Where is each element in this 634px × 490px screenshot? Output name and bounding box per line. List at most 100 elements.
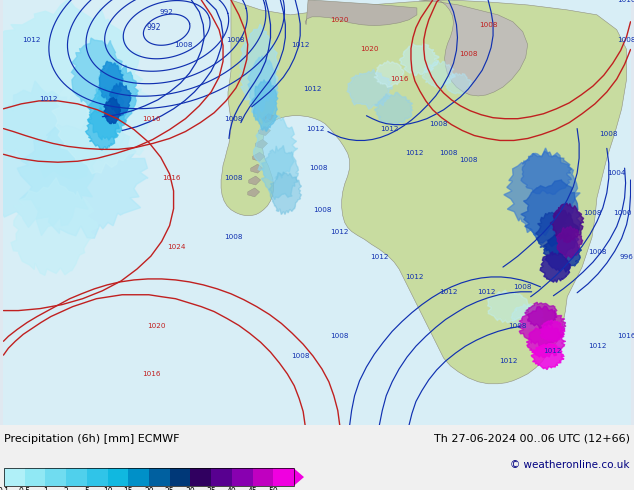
Polygon shape	[550, 203, 584, 243]
Text: 1004: 1004	[607, 170, 626, 176]
Text: 20: 20	[144, 487, 154, 490]
Text: 992: 992	[160, 9, 174, 15]
FancyBboxPatch shape	[273, 468, 294, 486]
Text: 1016: 1016	[162, 175, 181, 181]
Text: 1012: 1012	[330, 229, 349, 235]
Polygon shape	[269, 172, 301, 215]
Text: 1016: 1016	[390, 76, 408, 82]
FancyBboxPatch shape	[3, 0, 631, 425]
Text: 1000: 1000	[613, 210, 632, 216]
Polygon shape	[109, 82, 131, 116]
Text: 2: 2	[64, 487, 68, 490]
Polygon shape	[249, 176, 261, 185]
Text: 5: 5	[84, 487, 89, 490]
Polygon shape	[87, 87, 127, 140]
Polygon shape	[256, 140, 268, 148]
FancyBboxPatch shape	[170, 468, 190, 486]
Text: 1012: 1012	[22, 37, 41, 43]
Text: 0.1: 0.1	[0, 487, 10, 490]
Polygon shape	[240, 24, 278, 114]
Text: 1020: 1020	[360, 47, 378, 52]
Text: 1012: 1012	[588, 343, 606, 349]
Text: 1024: 1024	[167, 245, 186, 250]
Text: © weatheronline.co.uk: © weatheronline.co.uk	[510, 460, 630, 470]
Text: 1008: 1008	[479, 22, 497, 28]
Polygon shape	[488, 291, 530, 322]
Text: 1016: 1016	[618, 0, 634, 3]
Polygon shape	[17, 119, 148, 238]
Polygon shape	[104, 98, 120, 123]
Polygon shape	[0, 0, 143, 180]
Text: 1008: 1008	[313, 207, 331, 213]
Text: 1016: 1016	[143, 116, 161, 122]
FancyBboxPatch shape	[128, 468, 149, 486]
Text: 1008: 1008	[224, 175, 242, 181]
Text: 40: 40	[227, 487, 236, 490]
FancyBboxPatch shape	[232, 468, 252, 486]
Polygon shape	[511, 303, 544, 329]
Text: 1008: 1008	[429, 121, 448, 126]
Polygon shape	[540, 320, 565, 342]
Text: 996: 996	[619, 254, 633, 260]
Text: 1008: 1008	[291, 353, 309, 359]
Polygon shape	[374, 61, 404, 87]
Text: 1012: 1012	[404, 274, 423, 280]
Polygon shape	[375, 93, 413, 126]
Polygon shape	[99, 61, 123, 100]
Polygon shape	[557, 226, 583, 258]
Polygon shape	[521, 151, 573, 195]
Polygon shape	[504, 148, 580, 236]
Polygon shape	[419, 0, 527, 96]
Text: 1008: 1008	[330, 333, 349, 339]
Polygon shape	[52, 63, 150, 174]
Polygon shape	[86, 107, 119, 150]
Text: 1012: 1012	[39, 96, 57, 102]
Polygon shape	[536, 210, 579, 255]
FancyBboxPatch shape	[46, 468, 66, 486]
Text: 1008: 1008	[439, 150, 458, 156]
Text: 10: 10	[103, 487, 112, 490]
Text: 1008: 1008	[226, 37, 244, 43]
Polygon shape	[526, 325, 566, 357]
Polygon shape	[525, 302, 557, 328]
FancyBboxPatch shape	[252, 468, 273, 486]
Polygon shape	[72, 38, 124, 112]
Text: 1008: 1008	[224, 234, 242, 241]
Text: 1008: 1008	[583, 210, 601, 216]
Polygon shape	[519, 306, 566, 346]
Text: 15: 15	[124, 487, 133, 490]
Polygon shape	[531, 343, 564, 369]
Polygon shape	[248, 56, 278, 122]
Polygon shape	[399, 43, 439, 75]
Polygon shape	[0, 81, 99, 236]
Polygon shape	[250, 164, 262, 173]
Text: 1008: 1008	[174, 42, 193, 48]
Text: 1020: 1020	[148, 323, 166, 329]
Polygon shape	[261, 146, 299, 200]
Text: 1012: 1012	[303, 86, 321, 92]
Text: 1008: 1008	[588, 249, 606, 255]
Text: 35: 35	[206, 487, 216, 490]
Polygon shape	[294, 468, 304, 486]
Text: 1020: 1020	[330, 17, 349, 23]
Text: 1012: 1012	[291, 42, 309, 48]
FancyBboxPatch shape	[108, 468, 128, 486]
Text: 1008: 1008	[618, 37, 634, 43]
FancyBboxPatch shape	[149, 468, 170, 486]
FancyBboxPatch shape	[25, 468, 46, 486]
Text: 1008: 1008	[508, 323, 527, 329]
Text: 25: 25	[165, 487, 174, 490]
Text: 1008: 1008	[224, 116, 242, 122]
Polygon shape	[96, 63, 138, 124]
Text: 45: 45	[248, 487, 257, 490]
Polygon shape	[305, 0, 417, 25]
FancyBboxPatch shape	[211, 468, 232, 486]
FancyBboxPatch shape	[190, 468, 211, 486]
Polygon shape	[253, 152, 264, 161]
Text: 1016: 1016	[143, 371, 161, 377]
Text: Precipitation (6h) [mm] ECMWF: Precipitation (6h) [mm] ECMWF	[4, 434, 179, 444]
Text: 1012: 1012	[380, 125, 398, 132]
Text: 1008: 1008	[459, 157, 477, 163]
Polygon shape	[540, 252, 571, 282]
Polygon shape	[252, 80, 278, 131]
